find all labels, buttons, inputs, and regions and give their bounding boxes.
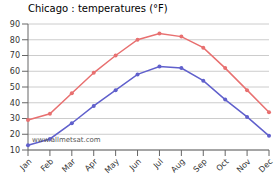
- svg-text:Nov: Nov: [235, 157, 253, 175]
- svg-text:Oct: Oct: [214, 157, 230, 173]
- svg-text:Apr: Apr: [83, 157, 100, 174]
- svg-text:Jun: Jun: [127, 157, 143, 173]
- html-text:www.allmetsat.com: www.allmetsat.com: [32, 136, 101, 144]
- svg-text:Sep: Sep: [192, 157, 209, 174]
- svg-text:Jul: Jul: [151, 157, 165, 171]
- svg-text:Dec: Dec: [257, 157, 269, 174]
- svg-text:70: 70: [10, 51, 20, 60]
- svg-text:80: 80: [10, 36, 20, 45]
- svg-text:60: 60: [10, 67, 20, 76]
- svg-text:50: 50: [10, 83, 20, 92]
- html-text:Chicago : temperatures (°F): Chicago : temperatures (°F): [28, 3, 168, 14]
- svg-text:90: 90: [10, 20, 20, 29]
- svg-text:Feb: Feb: [39, 157, 55, 173]
- svg-text:10: 10: [10, 146, 20, 155]
- svg-text:Jan: Jan: [18, 157, 34, 173]
- svg-text:Aug: Aug: [169, 157, 186, 174]
- svg-text:40: 40: [10, 99, 20, 108]
- svg-text:20: 20: [10, 130, 20, 139]
- svg-text:30: 30: [10, 114, 20, 123]
- svg-text:Mar: Mar: [60, 157, 78, 175]
- svg-text:May: May: [103, 157, 121, 175]
